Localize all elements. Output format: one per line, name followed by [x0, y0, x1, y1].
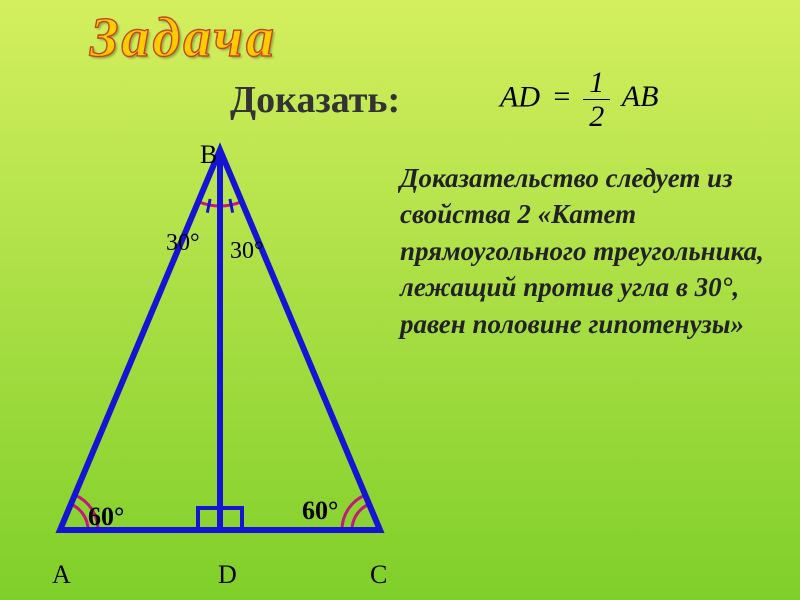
angle-label-bac: 60° [88, 502, 124, 532]
title-word-art: Задача [90, 6, 277, 70]
angle-label-bca: 60° [302, 496, 338, 526]
formula: AD = 1 2 AB [500, 66, 658, 133]
formula-denominator: 2 [583, 100, 610, 133]
proof-text: Доказательство следует из свойства 2 «Ка… [400, 160, 770, 342]
vertex-label-c: C [370, 560, 387, 590]
angle-label-dbc: 30° [230, 238, 264, 265]
formula-fraction: 1 2 [583, 66, 610, 133]
angle-label-abd: 30° [166, 230, 200, 257]
vertex-label-a: A [52, 560, 71, 590]
formula-numerator: 1 [583, 66, 610, 100]
formula-rhs: AB [618, 80, 659, 113]
formula-eq: = [548, 80, 576, 113]
slide: Задача Доказать: AD = 1 2 AB Доказательс… [0, 0, 800, 600]
formula-lhs: AD [500, 80, 540, 113]
triangle-diagram: A B C D 30° 30° 60° 60° [40, 130, 400, 560]
vertex-label-b: B [200, 140, 217, 170]
diagram-svg [40, 130, 400, 560]
subtitle-prove: Доказать: [230, 78, 400, 122]
vertex-label-d: D [218, 560, 237, 590]
